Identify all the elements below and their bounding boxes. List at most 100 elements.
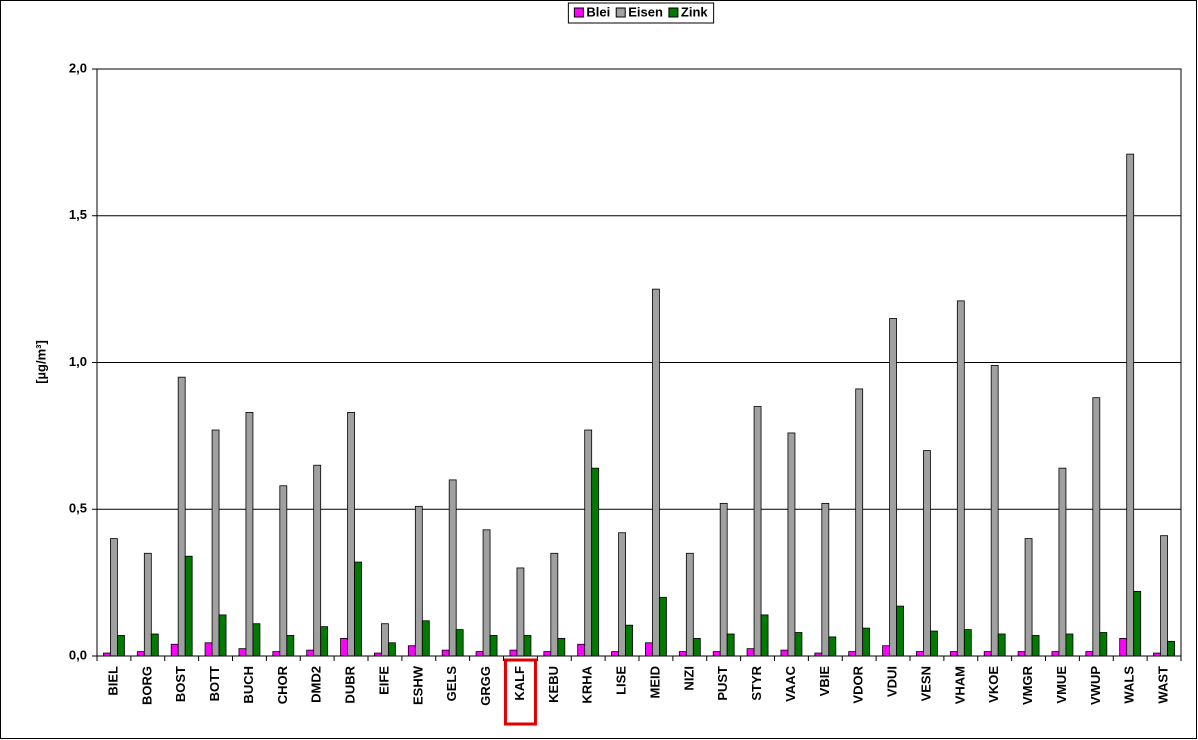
bar <box>611 651 619 657</box>
bar <box>347 411 355 657</box>
plot-border <box>96 68 1182 657</box>
bar <box>238 648 247 657</box>
x-tick-label: VDOR <box>851 665 866 703</box>
bar <box>143 552 152 657</box>
bar <box>584 429 593 657</box>
bar <box>678 651 687 657</box>
bar <box>591 467 600 657</box>
bar <box>313 464 322 657</box>
bar <box>930 630 938 657</box>
y-tick-label: 1,5 <box>69 207 87 222</box>
bar <box>746 648 755 657</box>
x-tick-label: VESN <box>918 666 933 701</box>
bar <box>523 635 532 657</box>
bar <box>685 552 694 657</box>
bar <box>320 626 329 657</box>
bar <box>1099 632 1108 657</box>
bar <box>489 635 498 657</box>
bar <box>136 651 145 657</box>
bar <box>963 629 972 657</box>
bar <box>475 651 484 657</box>
bar <box>949 651 958 657</box>
x-tick-label: VMUE <box>1054 666 1069 704</box>
bar <box>726 633 735 657</box>
bar <box>896 605 904 657</box>
y-tick-label: 0,0 <box>69 647 87 662</box>
bar <box>692 637 701 657</box>
bar <box>760 614 769 657</box>
bar <box>862 627 871 657</box>
x-tick-label: BIEL <box>105 666 120 696</box>
bar <box>1085 651 1094 657</box>
bar <box>218 614 227 657</box>
x-tick-label: MEID <box>647 666 662 699</box>
bar <box>381 623 389 657</box>
bar <box>184 555 193 657</box>
x-tick-label: CHOR <box>275 665 290 704</box>
bar <box>1167 640 1175 657</box>
bar <box>117 635 125 657</box>
bar <box>848 651 857 657</box>
x-tick-label: EIFE <box>376 666 391 695</box>
bar <box>787 432 796 657</box>
bar <box>659 596 667 657</box>
x-tick-label: BORG <box>139 666 154 705</box>
bar <box>1092 397 1101 657</box>
x-tick-label: ESHW <box>410 665 425 705</box>
bar <box>150 633 159 657</box>
bar <box>1133 591 1142 657</box>
x-tick-label: WAST <box>1156 666 1171 704</box>
x-tick-label: KALF <box>512 666 527 701</box>
bar <box>828 636 837 657</box>
bar <box>448 479 457 657</box>
bar <box>990 365 999 657</box>
bar <box>110 538 118 657</box>
legend-label: Zink <box>681 4 708 19</box>
bar <box>177 376 186 657</box>
bar <box>1160 535 1168 657</box>
x-tick-label: DUBR <box>343 665 358 703</box>
bar <box>997 633 1006 657</box>
bar <box>882 645 890 657</box>
bar <box>557 637 566 657</box>
bar <box>204 642 213 657</box>
bar <box>455 629 464 657</box>
x-tick-label: VBIE <box>817 666 832 697</box>
legend-label: Eisen <box>628 4 663 19</box>
y-tick-label: 2,0 <box>69 60 87 75</box>
x-tick-label: KRHA <box>580 665 595 703</box>
bar <box>652 288 660 657</box>
bar <box>625 624 633 657</box>
bar <box>712 651 721 657</box>
bar <box>482 529 491 657</box>
bar <box>170 643 179 657</box>
bar <box>252 623 261 657</box>
highlight-box <box>503 658 537 726</box>
bar <box>923 450 931 657</box>
bar <box>407 645 416 657</box>
x-tick-label: VAAC <box>783 665 798 701</box>
bar <box>956 300 965 657</box>
bar <box>916 651 924 657</box>
x-tick-label: NIZI <box>681 666 696 691</box>
bar <box>272 651 281 657</box>
bar <box>441 649 450 657</box>
bar <box>414 505 423 657</box>
bar <box>753 406 762 657</box>
legend-swatch <box>668 7 679 18</box>
bar <box>719 502 728 657</box>
bar <box>543 651 552 657</box>
bar <box>1058 467 1067 657</box>
x-tick-label: VKOE <box>986 666 1001 703</box>
bar <box>340 637 348 657</box>
x-tick-label: WALS <box>1122 666 1137 704</box>
bar <box>286 635 295 657</box>
x-tick-label: BUCH <box>241 666 256 704</box>
legend-swatch <box>615 7 626 18</box>
bar <box>821 502 830 657</box>
bar <box>618 532 626 657</box>
bar <box>1126 153 1135 657</box>
bar <box>1065 633 1074 657</box>
x-tick-label: VDUI <box>885 666 900 697</box>
